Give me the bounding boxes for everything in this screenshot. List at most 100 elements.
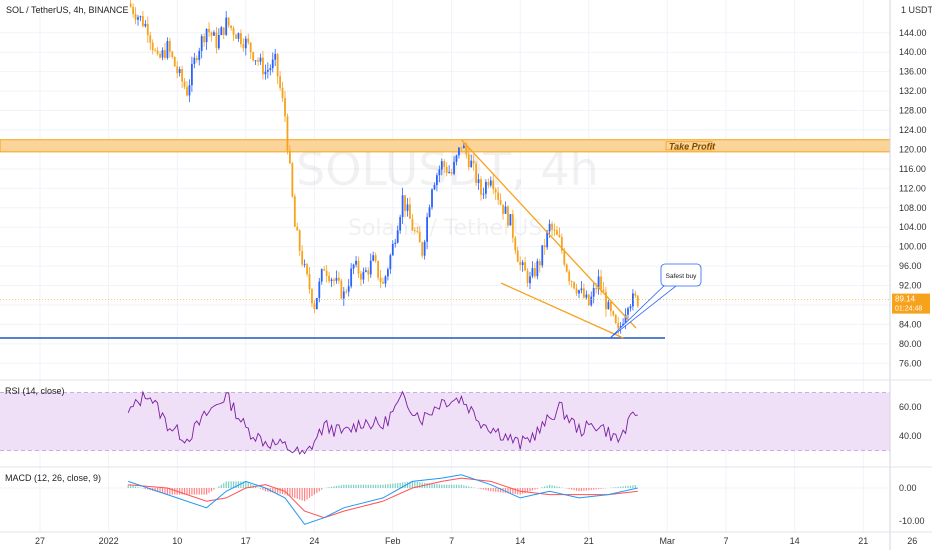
candle-body	[502, 204, 504, 214]
candle	[372, 251, 375, 262]
candle-body	[183, 81, 186, 88]
candle-body	[605, 291, 607, 310]
candle	[183, 78, 186, 90]
candle-body	[188, 85, 191, 96]
candle	[409, 197, 411, 219]
candle-body	[629, 306, 632, 309]
candle-body	[225, 17, 228, 35]
candle	[303, 259, 306, 268]
candle-body	[489, 180, 492, 186]
candle-body	[494, 189, 497, 193]
macd-tick-label: 0.00	[899, 483, 917, 493]
candle	[612, 310, 615, 317]
candle	[129, 0, 132, 8]
y-tick-label: 112.00	[899, 183, 926, 193]
candle-body	[580, 288, 583, 291]
candle-body	[340, 280, 343, 299]
candle	[274, 48, 277, 67]
candle	[168, 37, 171, 58]
candle-body	[372, 255, 375, 261]
candle	[636, 294, 639, 308]
candle-body	[164, 50, 166, 58]
candle-body	[333, 279, 335, 281]
candle	[259, 53, 262, 66]
candle	[502, 204, 504, 220]
candle-body	[436, 175, 438, 185]
candle-body	[146, 23, 149, 36]
y-tick-label: 140.00	[899, 47, 927, 57]
candle	[164, 42, 166, 60]
candle	[338, 271, 340, 284]
candle	[391, 240, 394, 256]
candle-body	[597, 276, 600, 290]
candle	[543, 238, 546, 255]
x-tick-label: 7	[449, 536, 454, 546]
candle	[418, 226, 421, 243]
candle	[195, 55, 198, 63]
candle	[379, 269, 382, 289]
candle	[242, 38, 245, 52]
macd-label: MACD (12, 26, close, 9)	[5, 473, 101, 483]
candle	[585, 290, 588, 300]
candle-body	[320, 269, 323, 282]
candle-body	[404, 195, 406, 211]
candle-body	[276, 53, 279, 77]
candle-body	[607, 301, 610, 310]
candle	[413, 227, 416, 234]
candle-body	[536, 261, 539, 277]
candle	[345, 288, 348, 295]
candle	[534, 262, 536, 279]
candle	[482, 187, 485, 200]
candle-body	[477, 179, 480, 184]
candle-body	[406, 204, 409, 211]
candle	[556, 225, 558, 236]
candle-body	[293, 196, 296, 227]
candle	[440, 158, 443, 176]
candle-body	[313, 303, 316, 310]
candle-body	[411, 218, 414, 231]
candle-body	[426, 216, 428, 242]
candle-body	[205, 28, 208, 43]
candle-body	[298, 230, 301, 251]
candle-body	[200, 36, 203, 51]
y-tick-label: 128.00	[899, 106, 927, 116]
candle	[156, 47, 159, 56]
candle	[313, 300, 316, 314]
y-tick-label: 80.00	[899, 339, 922, 349]
candle	[489, 176, 492, 188]
candle-body	[548, 223, 551, 232]
candle-body	[531, 268, 534, 277]
candle	[311, 288, 313, 308]
x-tick-label: 2022	[99, 536, 119, 546]
y-tick-label: 100.00	[899, 242, 927, 252]
candle	[607, 299, 610, 310]
candle	[458, 147, 460, 159]
candle	[215, 26, 218, 54]
candle	[205, 28, 208, 50]
rsi-tick-label: 40.00	[899, 431, 922, 441]
candle-body	[362, 271, 365, 280]
candle-body	[259, 57, 262, 62]
candle-body	[142, 16, 144, 27]
candle-body	[421, 242, 424, 256]
candle	[146, 16, 149, 43]
candle	[240, 29, 242, 48]
candle-body	[318, 281, 321, 299]
currency-label: 1 USDT	[901, 5, 932, 15]
candle	[575, 283, 578, 296]
macd-tick-label: -10.00	[899, 516, 925, 526]
candle-body	[558, 235, 561, 238]
candle	[232, 25, 235, 41]
price-axis-panel	[890, 0, 932, 550]
candle-body	[492, 180, 495, 190]
candle-body	[504, 206, 507, 214]
candle	[536, 258, 539, 280]
candle-body	[296, 226, 299, 231]
candle-body	[149, 35, 152, 43]
candle	[284, 91, 286, 122]
candle-body	[565, 264, 568, 272]
candle	[448, 165, 451, 174]
candle	[401, 187, 404, 224]
candle-body	[595, 288, 598, 290]
candle-body	[546, 231, 549, 248]
